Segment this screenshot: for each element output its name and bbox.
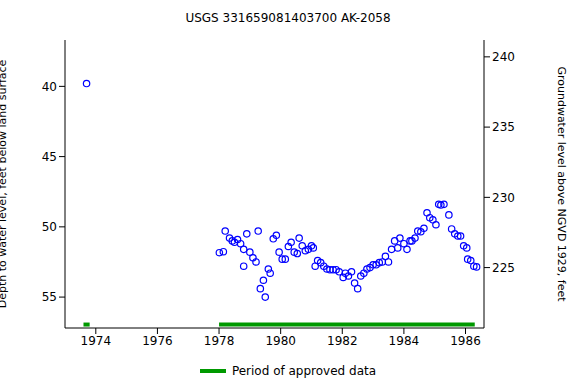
svg-text:1978: 1978 xyxy=(204,334,235,348)
svg-text:240: 240 xyxy=(492,50,515,64)
svg-text:50: 50 xyxy=(42,220,57,234)
svg-text:55: 55 xyxy=(42,290,57,304)
svg-text:225: 225 xyxy=(492,261,515,275)
svg-text:1976: 1976 xyxy=(142,334,173,348)
svg-text:230: 230 xyxy=(492,191,515,205)
svg-text:1982: 1982 xyxy=(327,334,358,348)
svg-text:40: 40 xyxy=(42,80,57,94)
svg-text:45: 45 xyxy=(42,150,57,164)
svg-text:1984: 1984 xyxy=(389,334,420,348)
svg-text:Groundwater level above NGVD 1: Groundwater level above NGVD 1929, feet xyxy=(555,66,568,302)
svg-text:Depth to water level, feet bel: Depth to water level, feet below land su… xyxy=(8,59,9,308)
html-text:Period of approved data: Period of approved data xyxy=(231,364,377,378)
svg-text:1986: 1986 xyxy=(450,334,481,348)
svg-text:235: 235 xyxy=(492,120,515,134)
svg-text:1974: 1974 xyxy=(81,334,112,348)
html-text:USGS 331659081403700 AK-2058: USGS 331659081403700 AK-2058 xyxy=(185,11,391,25)
svg-text:1980: 1980 xyxy=(265,334,296,348)
